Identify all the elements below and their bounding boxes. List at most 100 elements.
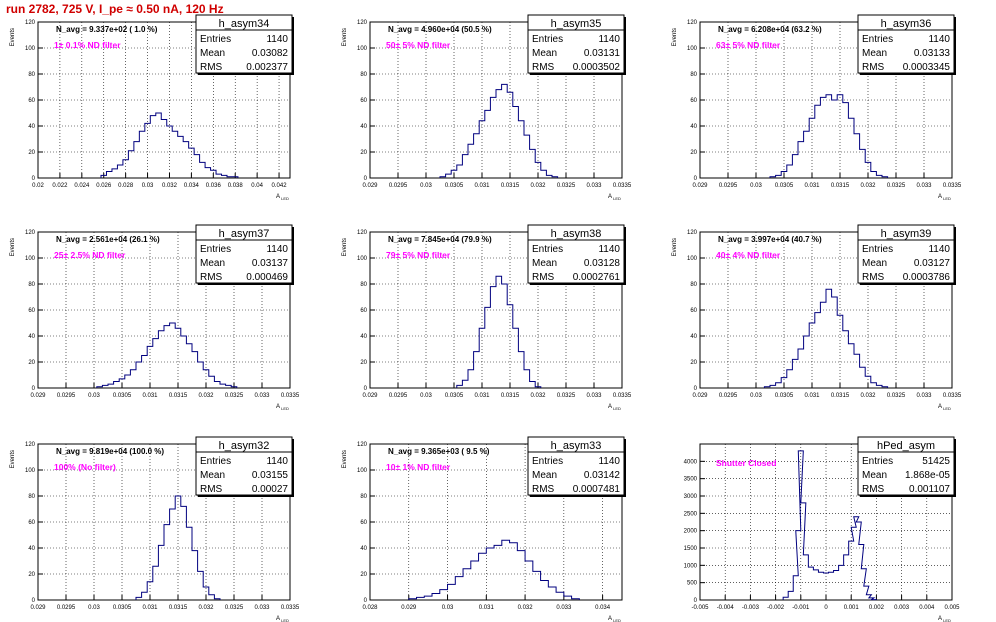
x-tick-label: 0.0295 [389,183,408,189]
x-tick-label: 0.03 [442,605,454,611]
stats-value-rms: 0.000469 [246,272,288,283]
stats-value-rms: 0.0003345 [903,62,951,73]
stats-box [195,436,293,496]
y-tick-label: 60 [28,308,35,314]
stats-box-title: h_asym34 [219,18,270,30]
stats-label-mean: Mean [532,470,557,481]
y-tick-label: 80 [360,282,367,288]
x-tick-label: 0.031 [142,393,158,399]
x-tick-label: 0.026 [96,183,112,189]
y-axis-label: Events [342,450,348,468]
y-tick-label: 0 [694,176,698,182]
x-tick-label: 0 [824,605,828,611]
x-axis-label: A LED [938,616,951,622]
y-tick-label: 20 [360,360,367,366]
stats-label-entries: Entries [532,244,563,255]
stats-box [857,436,955,496]
x-tick-label: 0.0315 [501,393,520,399]
stats-box [857,224,955,284]
y-tick-label: 120 [357,442,368,448]
x-tick-label: 0.029 [401,605,417,611]
x-tick-label: 0.0335 [943,393,962,399]
filter-annotation: 40± 4% ND filter [716,250,781,260]
x-tick-label: 0.032 [162,183,178,189]
navg-label: N_avg = 7.845e+04 (79.9 %) [388,235,492,244]
y-tick-label: 1000 [684,563,698,569]
x-axis-label: A LED [276,616,289,622]
stats-value-entries: 1140 [266,244,288,255]
x-tick-label: 0.0305 [113,605,132,611]
stats-box-title: h_asym32 [219,440,270,452]
y-tick-label: 0 [694,598,698,604]
x-tick-label: 0.0305 [445,183,464,189]
stats-label-mean: Mean [862,258,887,269]
y-tick-label: 20 [690,360,697,366]
x-tick-label: 0.03 [88,605,100,611]
y-tick-label: 2000 [684,529,698,535]
x-axis-label: A LED [276,404,289,411]
stats-value-mean: 0.03082 [252,48,289,59]
x-tick-label: 0.0325 [225,605,244,611]
y-tick-label: 40 [360,124,367,130]
hist-panel-h_asym32: 0.029 0.0295 0.03 0.0305 0.031 0.0315 0.032 0.0… [10,436,300,622]
x-tick-label: 0.036 [206,183,222,189]
y-tick-label: 4000 [684,459,698,465]
y-axis-label: Events [672,238,678,256]
y-tick-label: 120 [687,230,698,236]
x-tick-label: 0.0315 [831,183,850,189]
y-tick-label: 40 [28,334,35,340]
x-tick-label: 0.0295 [57,393,76,399]
x-tick-label: 0.033 [254,605,270,611]
x-tick-label: 0.031 [479,605,495,611]
stats-box-title: hPed_asym [877,440,935,452]
hist-panel-h_asym38: 0.029 0.0295 0.03 0.0305 0.031 0.0315 0.032 0.0… [342,224,632,411]
histogram-line [96,322,238,388]
x-tick-label: 0.029 [30,605,46,611]
x-tick-label: 0.0335 [613,183,632,189]
x-tick-label: 0.033 [916,393,932,399]
x-tick-label: 0.032 [530,393,546,399]
hist-panel-h_asym36: 0.029 0.0295 0.03 0.0305 0.031 0.0315 0.032 0.0… [672,14,962,201]
y-tick-label: 500 [687,581,698,587]
y-tick-label: 3500 [684,477,698,483]
stats-value-rms: 0.0003502 [573,62,621,73]
y-axis-label: Events [342,238,348,256]
x-tick-label: 0.0325 [887,183,906,189]
stats-value-rms: 0.0003786 [903,272,951,283]
stats-value-mean: 0.03127 [914,258,951,269]
x-tick-label: 0.0295 [57,605,76,611]
y-tick-label: 100 [687,46,698,52]
x-tick-label: 0.03 [750,183,762,189]
y-tick-label: 100 [357,46,368,52]
y-tick-label: 2500 [684,511,698,517]
y-tick-label: 0 [694,386,698,392]
y-tick-label: 60 [690,308,697,314]
stats-label-rms: RMS [200,62,223,73]
stats-value-entries: 1140 [598,244,620,255]
x-tick-label: 0.004 [919,605,935,611]
x-tick-label: 0.001 [844,605,860,611]
y-tick-label: 0 [364,176,368,182]
x-tick-label: 0.04 [251,183,263,189]
x-tick-label: 0.033 [916,183,932,189]
y-tick-label: 120 [357,230,368,236]
y-tick-label: 40 [28,546,35,552]
histogram-line [769,94,889,178]
stats-value-entries: 51425 [922,456,950,467]
y-tick-label: 0 [32,386,36,392]
y-tick-label: 120 [687,20,698,26]
x-tick-label: 0.0295 [719,393,738,399]
stats-label-entries: Entries [532,34,563,45]
stats-label-rms: RMS [862,272,885,283]
x-tick-label: 0.0335 [281,605,300,611]
x-tick-label: 0.034 [184,183,200,189]
x-tick-label: 0.028 [118,183,134,189]
stats-value-entries: 1140 [266,34,288,45]
y-axis-label: Events [10,450,16,468]
x-tick-label: 0.031 [142,605,158,611]
hist-panel-h_asym34: 0.02 0.022 0.024 0.026 0.028 0.03 0.032 0.034 0.… [10,14,294,201]
x-axis-label: A LED [938,404,951,411]
navg-label: N_avg = 3.997e+04 (40.7 %) [718,235,822,244]
x-tick-label: 0.0335 [281,393,300,399]
x-tick-label: 0.0315 [169,605,188,611]
